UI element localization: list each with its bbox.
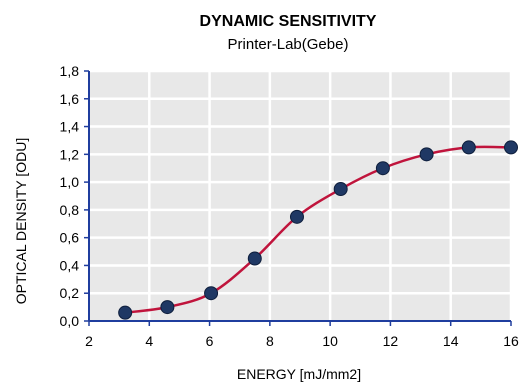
y-tick-label: 0,6	[60, 230, 80, 246]
y-tick-label: 1,4	[60, 119, 80, 135]
x-tick-label: 6	[206, 333, 214, 349]
y-tick-label: 1,8	[60, 63, 80, 79]
x-tick-label: 16	[503, 333, 519, 349]
x-tick-label: 10	[322, 333, 338, 349]
x-tick-label: 4	[145, 333, 153, 349]
data-point	[289, 209, 304, 224]
data-point	[461, 140, 476, 155]
y-tick-label: 0,4	[60, 257, 80, 273]
chart-subtitle: Printer-Lab(Gebe)	[228, 36, 349, 53]
y-tick-label: 1,0	[60, 174, 80, 190]
axes	[84, 70, 512, 326]
y-tick-label: 1,6	[60, 91, 80, 107]
series-line	[125, 145, 512, 314]
data-point	[375, 161, 390, 176]
y-axis-label: OPTICAL DENSITY [ODU]	[13, 138, 29, 304]
x-axis-ticks: 2 4 6 8 10 12 14 16	[85, 333, 519, 349]
data-point	[333, 182, 348, 197]
data-point	[118, 305, 133, 320]
x-tick-label: 12	[383, 333, 399, 349]
data-point	[160, 300, 175, 315]
x-tick-label: 2	[85, 333, 93, 349]
x-tick-label: 8	[266, 333, 274, 349]
data-points	[118, 140, 518, 320]
chart-title: DYNAMIC SENSITIVITY	[200, 13, 377, 30]
y-tick-label: 0,2	[60, 285, 80, 301]
y-axis-ticks: 0,0 0,2 0,4 0,6 0,8 1,0 1,2 1,4 1,6 1,8	[60, 63, 80, 329]
data-point	[204, 286, 219, 301]
data-point	[247, 251, 262, 266]
y-tick-label: 0,8	[60, 202, 80, 218]
x-axis-label: ENERGY [mJ/mm2]	[237, 366, 361, 382]
data-point	[504, 140, 518, 155]
plot-area	[89, 71, 511, 321]
data-point	[419, 147, 434, 162]
y-tick-label: 0,0	[60, 313, 80, 329]
y-tick-label: 1,2	[60, 146, 80, 162]
x-tick-label: 14	[443, 333, 459, 349]
